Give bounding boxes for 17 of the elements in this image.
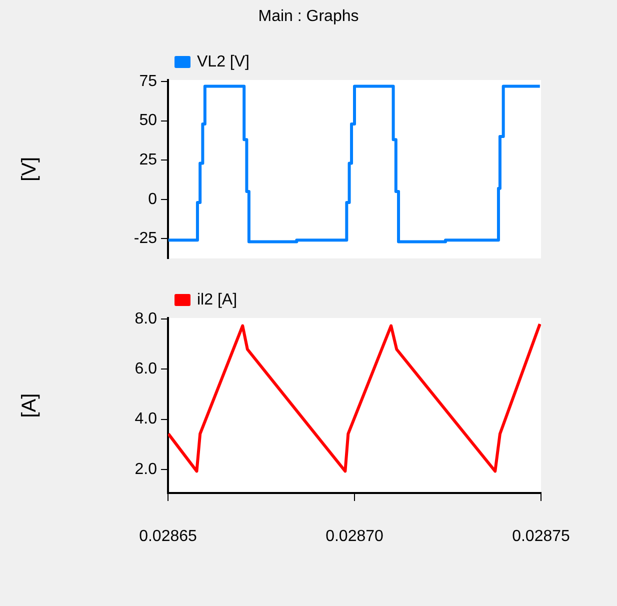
x-tick-label: 0.02870 — [326, 528, 384, 546]
y-tick-label: 8.0 — [134, 310, 158, 328]
y-tick-label: 50 — [139, 112, 158, 130]
y-tick-label: 4.0 — [134, 410, 158, 428]
y-tick-label: -25 — [134, 230, 158, 248]
y-tick-label: 75 — [139, 72, 158, 90]
y-tick-label: 0 — [148, 190, 158, 208]
legend-label: il2 [A] — [197, 291, 238, 308]
y-axis-title: [A] — [18, 393, 41, 418]
x-tick-label: 0.02865 — [139, 528, 198, 546]
y-axis-title: [V] — [18, 156, 41, 182]
chart-title: Main : Graphs — [257, 8, 360, 26]
y-tick-label: 2.0 — [134, 460, 158, 478]
x-tick-label: 0.02875 — [512, 528, 570, 546]
y-tick-label: 6.0 — [134, 360, 158, 378]
y-tick-label: 25 — [139, 152, 158, 168]
legend-label: VL2 [V] — [197, 53, 250, 70]
